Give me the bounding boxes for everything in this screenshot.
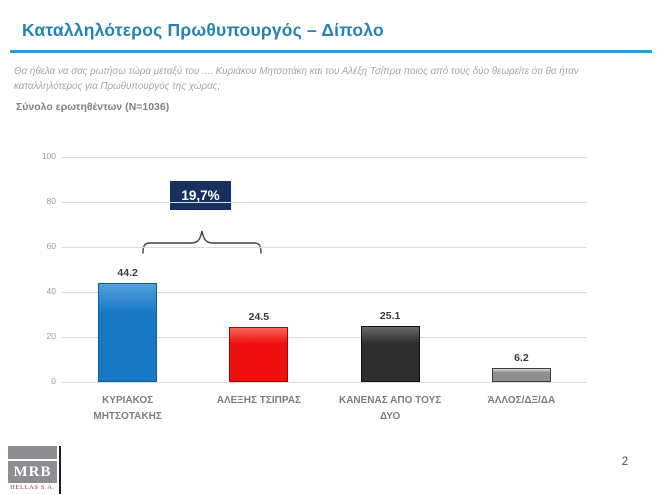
gridline <box>62 336 587 338</box>
bar <box>229 327 289 382</box>
bar <box>98 283 158 382</box>
plot-area: 19,7% 0 20 40 60 80 100 44.2 ΚΥΡΙΑΚΟΣ ΜΗΤΣΟΤΑΚΗ… <box>42 151 587 422</box>
y-axis-tick-label: 20 <box>46 331 56 341</box>
title-underline <box>10 50 652 53</box>
survey-question: Θα ήθελα να σας ρωτήσω τώρα μεταξύ του .… <box>14 66 579 93</box>
gridline <box>62 291 587 293</box>
difference-annotation: 19,7% <box>170 181 231 210</box>
gridline <box>62 381 587 383</box>
bar-value-label: 44.2 <box>117 267 138 279</box>
y-axis-tick-label: 40 <box>46 286 56 296</box>
page-number: 2 <box>621 456 629 468</box>
y-axis-tick-label: 60 <box>46 241 56 251</box>
mrb-logo-top-bar <box>8 446 57 459</box>
y-axis-tick-label: 80 <box>46 196 56 206</box>
y-axis-tick-label: 100 <box>41 151 56 161</box>
gridline <box>62 156 587 158</box>
y-axis-tick-label: 0 <box>51 376 56 386</box>
page-title: Καταλληλότερος Πρωθυπουργός – Δίπολο <box>22 20 384 40</box>
gridline <box>62 201 587 203</box>
mrb-logo-block: MRB <box>8 461 57 483</box>
category-label: ΆΛΛΟΣ/ΔΞ/ΔΑ <box>487 395 556 406</box>
brace-bracket <box>142 230 262 254</box>
bar <box>360 326 420 382</box>
category-label: ΚΑΝΕΝΑΣ ΑΠΟ ΤΟΥΣ ΔΥΟ <box>338 395 442 422</box>
logo-divider-line <box>59 446 61 494</box>
category-label: ΑΛΕΞΗΣ ΤΣΙΠΡΑΣ <box>216 395 301 406</box>
mrb-logo: MRB HELLAS S.A. <box>8 446 58 491</box>
bar-value-label: 24.5 <box>248 311 270 323</box>
category-label: ΚΥΡΙΑΚΟΣ ΜΗΤΣΟΤΑΚΗΣ <box>93 395 162 422</box>
bar <box>491 368 551 382</box>
mrb-logo-subtext: HELLAS S.A. <box>10 484 55 491</box>
gridline <box>62 246 587 248</box>
mrb-logo-text: MRB <box>13 463 52 480</box>
bar-value-label: 25.1 <box>379 310 401 322</box>
bar-value-label: 6.2 <box>514 352 529 364</box>
sample-base-label: Σύνολο ερωτηθέντων (N=1036) <box>16 101 170 113</box>
